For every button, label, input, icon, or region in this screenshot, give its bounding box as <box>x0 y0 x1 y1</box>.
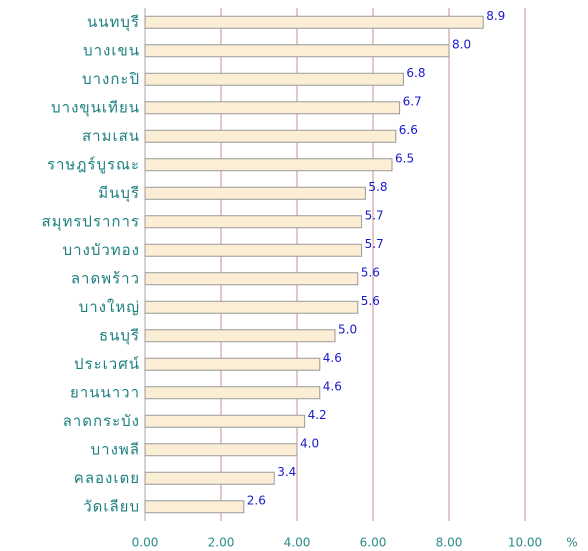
data-label: 6.8 <box>406 66 425 80</box>
data-label: 5.0 <box>338 322 357 336</box>
data-label: 8.9 <box>486 9 505 23</box>
bar <box>144 72 404 86</box>
y-tick-label: บางพลี <box>91 440 140 458</box>
y-tick-label: คลองเตย <box>74 469 140 487</box>
data-label: 5.8 <box>368 180 387 194</box>
bar <box>144 386 321 400</box>
bar <box>144 129 397 143</box>
x-tick-label: 0.00 <box>132 536 159 550</box>
bar <box>144 215 363 229</box>
y-tick-label: สามเสน <box>82 127 140 145</box>
y-tick-label: สมุทรปราการ <box>41 212 140 231</box>
bar <box>144 414 306 428</box>
x-axis-label: % <box>566 536 577 550</box>
y-tick-label: ธนบุรี <box>99 326 140 345</box>
x-tick-label: 10.00 <box>508 536 542 550</box>
bar <box>144 443 298 457</box>
y-tick-label: บางใหญ่ <box>79 298 140 316</box>
bar <box>144 158 393 172</box>
bar <box>144 243 363 257</box>
data-label: 6.7 <box>403 94 422 108</box>
data-label: 6.5 <box>395 151 414 165</box>
data-label: 5.6 <box>361 294 380 308</box>
data-label: 5.6 <box>361 265 380 279</box>
data-label: 4.2 <box>308 408 327 422</box>
bar <box>144 329 336 343</box>
bar <box>144 101 401 115</box>
y-tick-label: บางกะปิ <box>82 70 140 88</box>
data-label: 3.4 <box>277 465 296 479</box>
data-label: 5.7 <box>365 208 384 222</box>
bar <box>144 186 366 200</box>
y-tick-label: บางบัวทอง <box>63 241 140 259</box>
y-tick-label: ยานนาวา <box>70 383 140 401</box>
bar <box>144 500 245 514</box>
bar <box>144 272 359 286</box>
x-tick-label: 4.00 <box>284 536 311 550</box>
data-label: 4.6 <box>323 351 342 365</box>
data-label: 8.0 <box>452 37 471 51</box>
y-tick-label: บางขุนเทียน <box>51 98 140 117</box>
data-label: 6.6 <box>399 123 418 137</box>
x-tick-label: 6.00 <box>360 536 387 550</box>
bar <box>144 44 450 58</box>
data-label: 4.6 <box>323 379 342 393</box>
x-tick-label: 8.00 <box>436 536 463 550</box>
bar <box>144 471 275 485</box>
y-tick-label: นนทบุรี <box>87 13 140 32</box>
data-label: 2.6 <box>247 493 266 507</box>
y-tick-label: ประเวศน์ <box>74 355 140 373</box>
y-tick-label: ลาดพร้าว <box>71 269 140 287</box>
data-label: 5.7 <box>365 237 384 251</box>
bar <box>144 300 359 314</box>
x-tick-label: 2.00 <box>208 536 235 550</box>
y-tick-label: ลาดกระบัง <box>63 412 140 430</box>
y-tick-label: วัดเลียบ <box>83 497 140 515</box>
y-tick-label: ราษฎร์บูรณะ <box>47 155 140 173</box>
y-tick-label: มีนบุรี <box>98 184 140 203</box>
bar <box>144 15 484 29</box>
y-tick-label: บางเขน <box>83 41 140 59</box>
data-label: 4.0 <box>300 436 319 450</box>
bar <box>144 357 321 371</box>
